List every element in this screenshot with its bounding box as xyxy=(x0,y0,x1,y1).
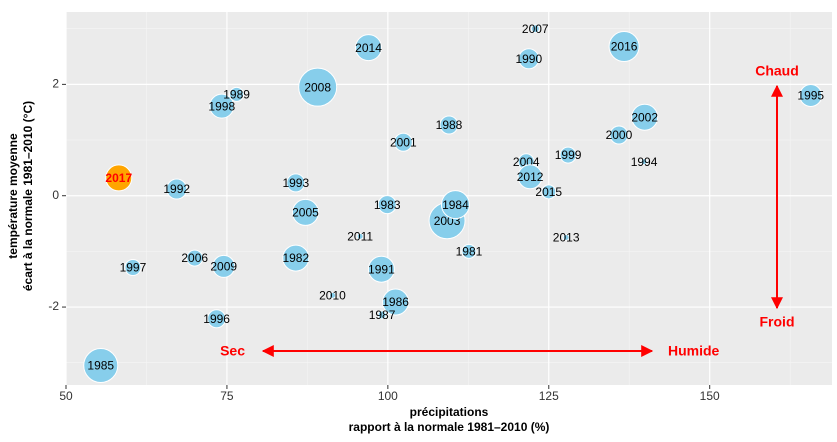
point-label: 1990 xyxy=(515,52,542,66)
annotation: Sec xyxy=(220,343,245,359)
bubble xyxy=(382,288,410,316)
point-label: 2014 xyxy=(355,41,382,55)
point-label: 1993 xyxy=(282,176,309,190)
annotation: Chaud xyxy=(755,63,799,79)
point-label: 2002 xyxy=(631,110,658,124)
point-label: 1998 xyxy=(208,99,235,113)
bubble xyxy=(83,348,119,384)
y-axis-title: écart à la normale 1981–2010 (°C) xyxy=(21,101,35,291)
bubble xyxy=(186,249,204,267)
point-label: 1992 xyxy=(163,182,190,196)
y-tick-label: 0 xyxy=(52,188,59,202)
point-label: 2006 xyxy=(181,251,208,265)
bubble xyxy=(298,67,338,107)
bubble xyxy=(559,146,577,164)
bubble xyxy=(631,103,659,131)
bubble xyxy=(282,244,310,272)
point-label: 2000 xyxy=(606,128,633,142)
point-label: 2008 xyxy=(304,80,331,94)
bubble xyxy=(166,178,188,200)
bubble xyxy=(328,291,336,299)
bubble xyxy=(799,84,823,108)
bubble xyxy=(562,233,570,241)
y-tick-label: -2 xyxy=(48,299,59,313)
bubble xyxy=(355,34,383,62)
point-label: 1982 xyxy=(282,251,309,265)
x-tick-label: 75 xyxy=(220,389,234,403)
point-label: 1986 xyxy=(382,295,409,309)
point-label: 2005 xyxy=(292,206,319,220)
bubble xyxy=(518,48,540,70)
x-axis-title: précipitations xyxy=(410,405,489,419)
bubble xyxy=(440,190,470,220)
bubble xyxy=(209,93,235,119)
point-label: 1988 xyxy=(436,118,463,132)
point-label: 1987 xyxy=(369,308,396,322)
annotation: Froid xyxy=(760,314,795,330)
bubble xyxy=(207,309,227,329)
point-label: 2010 xyxy=(319,289,346,303)
bubble xyxy=(124,259,142,277)
bubble xyxy=(517,164,543,190)
point-label: 1985 xyxy=(87,359,114,373)
point-label: 1994 xyxy=(631,155,658,169)
point-label: 1995 xyxy=(797,89,824,103)
point-label: 1983 xyxy=(374,198,401,212)
bubble xyxy=(439,115,459,135)
point-label: 2011 xyxy=(347,230,373,244)
point-label: 2013 xyxy=(553,231,580,245)
x-axis-title: rapport à la normale 1981–2010 (%) xyxy=(349,420,550,434)
point-label: 2016 xyxy=(611,40,638,54)
bubble xyxy=(367,255,395,283)
bubble xyxy=(541,184,557,200)
annotation: Humide xyxy=(668,343,720,359)
bubble xyxy=(377,195,397,215)
point-label: 2009 xyxy=(210,260,237,274)
y-tick-label: 2 xyxy=(52,77,59,91)
bubble xyxy=(229,86,245,102)
point-label: 1984 xyxy=(442,198,469,212)
x-tick-label: 125 xyxy=(539,389,559,403)
bubble xyxy=(608,31,640,63)
point-label: 2001 xyxy=(390,135,417,149)
bubble xyxy=(393,132,413,152)
bubble xyxy=(291,198,319,226)
point-label: 1989 xyxy=(223,88,250,102)
bubble xyxy=(640,158,648,166)
point-label: 1997 xyxy=(120,261,147,275)
y-axis-title: température moyenne xyxy=(6,133,20,259)
bubble xyxy=(356,232,364,240)
bubble xyxy=(212,254,236,278)
bubble xyxy=(377,310,387,320)
point-label: 1996 xyxy=(203,312,230,326)
point-label: 2007 xyxy=(522,22,549,36)
bubble xyxy=(530,24,540,34)
x-tick-label: 150 xyxy=(700,389,720,403)
point-label: 1981 xyxy=(456,245,483,259)
x-tick-label: 50 xyxy=(59,389,73,403)
point-label: 1999 xyxy=(555,148,582,162)
bubble xyxy=(609,125,629,145)
point-label: 2012 xyxy=(517,170,544,184)
x-tick-label: 100 xyxy=(378,389,398,403)
bubble xyxy=(286,173,306,193)
point-label: 2015 xyxy=(535,185,562,199)
point-label: 2017 xyxy=(105,171,132,185)
bubble xyxy=(105,164,133,192)
bubble xyxy=(461,243,477,259)
point-label: 1991 xyxy=(368,262,395,276)
